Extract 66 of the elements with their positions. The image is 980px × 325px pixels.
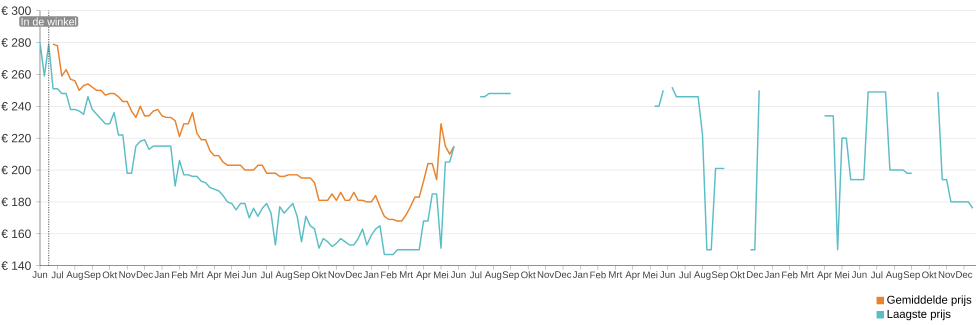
x-tick-label: Okt: [922, 271, 937, 278]
x-tick-label: Aug: [886, 271, 902, 280]
x-tick-label: Jun: [852, 271, 867, 278]
y-tick-label: € 280: [1, 38, 31, 47]
x-tick-label: Nov: [328, 271, 345, 278]
x-tick-label: Mei: [224, 271, 239, 278]
x-tick-label: Dec: [136, 271, 153, 278]
x-tick-label: Okt: [102, 271, 118, 278]
x-tick-label: Mei: [835, 271, 850, 278]
y-tick-label: € 300: [1, 6, 31, 15]
x-tick-label: Mei: [643, 271, 658, 278]
legend-label: Laagste prijs: [888, 310, 951, 320]
x-tick-label: Jun: [660, 271, 675, 278]
x-tick-label: Jul: [679, 271, 691, 278]
x-tick-label: Jun: [450, 271, 466, 278]
x-tick-label: Jul: [260, 271, 272, 278]
y-tick-label: € 220: [1, 134, 31, 142]
x-tick-label: Apr: [625, 271, 640, 280]
x-tick-label: Okt: [521, 271, 536, 278]
x-tick-label: Mrt: [800, 271, 814, 278]
x-tick-label: Jan: [364, 271, 378, 278]
x-tick-label: Dec: [747, 271, 764, 278]
x-tick-label: Aug: [694, 271, 710, 280]
x-tick-label: Jul: [51, 271, 63, 278]
x-tick-label: Jul: [870, 271, 882, 278]
y-tick-label: € 160: [1, 230, 31, 238]
x-tick-label: Feb: [590, 271, 606, 278]
x-tick-label: Okt: [730, 271, 745, 278]
x-tick-label: Dec: [555, 271, 572, 278]
x-tick-label: Nov: [538, 271, 554, 278]
x-tick-label: Okt: [312, 271, 326, 278]
y-tick-label: € 180: [1, 198, 31, 206]
x-tick-label: Jan: [154, 271, 170, 278]
x-tick-label: Nov: [119, 271, 136, 278]
x-tick-label: Sep: [293, 271, 310, 280]
y-tick-label: € 200: [1, 166, 31, 174]
x-tick-label: Aug: [484, 271, 502, 280]
y-tick-label: € 140: [1, 261, 31, 270]
x-tick-label: Jan: [572, 271, 588, 278]
x-tick-label: Apr: [206, 271, 222, 280]
x-tick-label: Sep: [502, 271, 519, 280]
x-tick-label: Sep: [84, 271, 100, 280]
x-tick-label: Mrt: [609, 271, 622, 278]
x-tick-label: Feb: [381, 271, 397, 278]
x-tick-label: Mei: [434, 271, 448, 278]
x-tick-label: Apr: [416, 271, 431, 280]
x-tick-label: Aug: [276, 271, 292, 280]
x-tick-label: Sep: [712, 271, 728, 280]
x-tick-label: Feb: [782, 271, 798, 278]
x-tick-label: Jul: [470, 271, 482, 278]
y-tick-label: € 260: [1, 70, 31, 79]
x-tick-label: Aug: [66, 271, 83, 280]
x-tick-label: Mrt: [190, 271, 204, 278]
x-tick-label: Apr: [817, 271, 832, 280]
x-tick-label: Feb: [172, 271, 188, 278]
annotation: In de winkel: [22, 18, 76, 26]
x-tick-label: Jan: [764, 271, 780, 278]
x-tick-label: Nov: [938, 271, 956, 278]
x-tick-label: Jun: [242, 271, 256, 278]
x-tick-label: Dec: [956, 271, 972, 278]
x-tick-label: Dec: [346, 271, 362, 278]
legend-label: Gemiddelde prijs: [887, 295, 972, 306]
x-tick-label: Jun: [32, 271, 48, 278]
x-tick-label: Mrt: [400, 271, 413, 278]
y-tick-label: € 240: [1, 102, 31, 111]
x-tick-label: Sep: [904, 271, 920, 280]
